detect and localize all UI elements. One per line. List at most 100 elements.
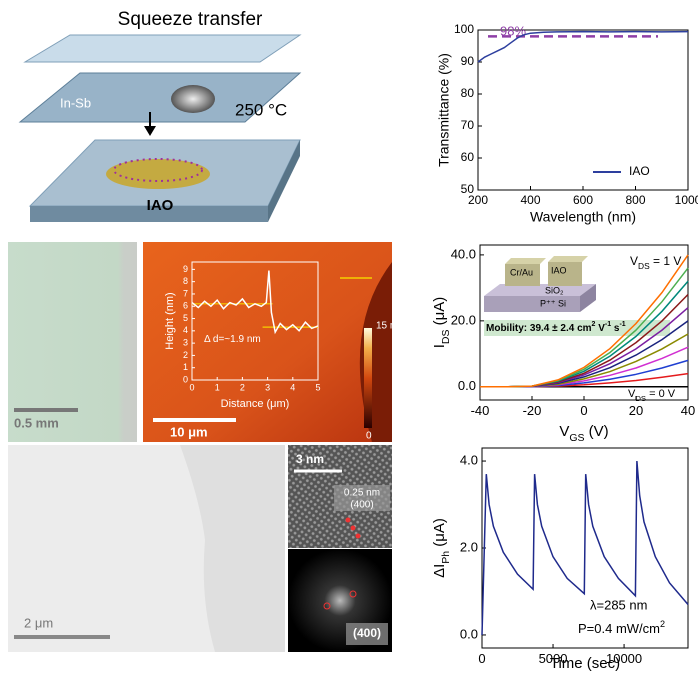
x-tick-label: 600 — [573, 193, 593, 207]
tem-image: 2 μm 3 nm 0.25 nm (400) (400) — [8, 445, 392, 652]
y-tick-label: 7 — [183, 288, 188, 298]
y-tick-label: 40.0 — [451, 246, 476, 261]
mobility-label-part: Mobility: 39.4 ± 2.4 cm — [486, 323, 592, 334]
y-tick-label: 20.0 — [451, 312, 476, 327]
x-tick-label: 800 — [625, 193, 645, 207]
figure: Squeeze transfer In-Sb 250 °C IAO 0.5 mm… — [0, 0, 698, 674]
schematic: Squeeze transfer In-Sb 250 °C IAO — [20, 9, 300, 222]
power-label-part: 2 — [660, 619, 665, 629]
y-tick-label: 90 — [461, 54, 475, 68]
d-spacing: 0.25 nm — [344, 488, 380, 499]
droplet — [171, 85, 215, 113]
afm-background — [143, 242, 392, 442]
x-axis-label: Wavelength (nm) — [530, 209, 636, 225]
scale-bar-label: 10 μm — [170, 424, 208, 439]
y-tick-label: 4 — [183, 325, 188, 335]
y-axis-label: ΔIPh (μA) — [431, 518, 452, 578]
y-tick-label: 3 — [183, 338, 188, 348]
atom-marker — [346, 518, 351, 523]
hrtem-scale-bar-label: 3 nm — [296, 452, 324, 466]
y-axis-label-part: (μA) — [431, 297, 448, 330]
vds-max-label: VDS = 1 V — [630, 254, 681, 271]
y-tick-label: 100 — [454, 22, 474, 36]
device-label: Cr/Au — [510, 267, 533, 277]
x-tick-label: 1000 — [675, 193, 698, 207]
schematic-title: Squeeze transfer — [118, 9, 263, 30]
scale-bar-label: 0.5 mm — [14, 415, 59, 430]
y-axis-label-part: ΔI — [431, 564, 448, 578]
optical-image: 0.5 mm — [8, 242, 137, 442]
x-tick-label: 2 — [240, 382, 245, 392]
temperature-label: 250 °C — [235, 100, 287, 119]
top-plate — [25, 35, 300, 62]
device-label: IAO — [551, 265, 567, 275]
y-tick-label: 80 — [461, 86, 475, 100]
y-tick-label: 0 — [183, 374, 188, 384]
y-tick-label: 0.0 — [460, 626, 478, 641]
y-tick-label: 1 — [183, 362, 188, 372]
device-label: P⁺⁺ Si — [540, 298, 566, 308]
atom-marker — [351, 526, 356, 531]
x-tick-label: 5 — [315, 382, 320, 392]
atom-marker — [356, 534, 361, 539]
product-label: IAO — [147, 197, 174, 214]
vds-max-label-part: = 1 V — [650, 254, 682, 268]
scale-bar-label: 2 μm — [24, 615, 53, 630]
y-tick-label: 50 — [461, 182, 475, 196]
metal-label: In-Sb — [60, 95, 91, 110]
x-tick-label: -40 — [471, 403, 490, 418]
plane-label: (400) — [350, 500, 373, 511]
y-axis-label: IDS (μA) — [431, 297, 452, 349]
x-axis-label-part: (V) — [585, 423, 609, 440]
colorbar — [364, 328, 372, 428]
x-tick-label: 0 — [478, 651, 485, 666]
x-tick-label: 20 — [629, 403, 643, 418]
data-line — [480, 308, 688, 387]
y-tick-label: 0.0 — [458, 378, 476, 393]
wavelength-label: λ=285 nm — [590, 597, 647, 612]
page: {"figure": { "schematic": {"title": "Squ… — [0, 0, 698, 674]
x-tick-label: 0 — [189, 382, 194, 392]
y-axis-label: Transmittance (%) — [436, 53, 452, 167]
x-axis-label: VGS (V) — [559, 423, 608, 444]
x-tick-label: 0 — [580, 403, 587, 418]
power-label: P=0.4 mW/cm2 — [578, 619, 665, 636]
y-tick-label: 4.0 — [460, 452, 478, 467]
y-axis-label-part: Ph — [440, 551, 452, 564]
contact — [548, 256, 588, 262]
y-tick-label: 8 — [183, 276, 188, 286]
colorbar-max: 15 nm — [376, 321, 404, 332]
x-tick-label: 3 — [265, 382, 270, 392]
x-tick-label: -20 — [523, 403, 542, 418]
y-axis-label: Height (nm) — [164, 292, 176, 349]
fft-plane-label: (400) — [353, 626, 381, 640]
x-tick-label: 40 — [681, 403, 695, 418]
legend-label: IAO — [629, 164, 650, 178]
y-tick-label: 60 — [461, 150, 475, 164]
x-tick-label: 400 — [520, 193, 540, 207]
plot-frame — [478, 30, 688, 190]
colorbar-min: 0 — [366, 431, 372, 442]
y-tick-label: 2.0 — [460, 539, 478, 554]
y-axis-label-part: (μA) — [431, 518, 448, 551]
vds-min-label-part: DS — [635, 394, 646, 403]
y-tick-label: 6 — [183, 301, 188, 311]
device-label: SiO₂ — [545, 285, 564, 295]
mobility-label-part: V — [595, 323, 605, 334]
x-axis-label-part: GS — [569, 432, 584, 444]
x-axis-label-part: V — [559, 423, 569, 440]
x-tick-label: 4 — [290, 382, 295, 392]
y-tick-label: 9 — [183, 264, 188, 274]
y-tick-label: 70 — [461, 118, 475, 132]
vds-max-label-part: V — [630, 254, 638, 268]
data-line — [482, 461, 688, 635]
x-axis-label: Distance (μm) — [221, 398, 290, 410]
step-height-label: Δ d=~1.9 nm — [204, 334, 261, 345]
mobility-label-part: -1 — [619, 321, 625, 328]
power-label-part: P=0.4 mW/cm — [578, 621, 660, 636]
y-tick-label: 5 — [183, 313, 188, 323]
arrow-head — [144, 126, 156, 136]
y-tick-label: 2 — [183, 350, 188, 360]
iao-crystal — [106, 159, 210, 189]
x-tick-label: 1 — [215, 382, 220, 392]
